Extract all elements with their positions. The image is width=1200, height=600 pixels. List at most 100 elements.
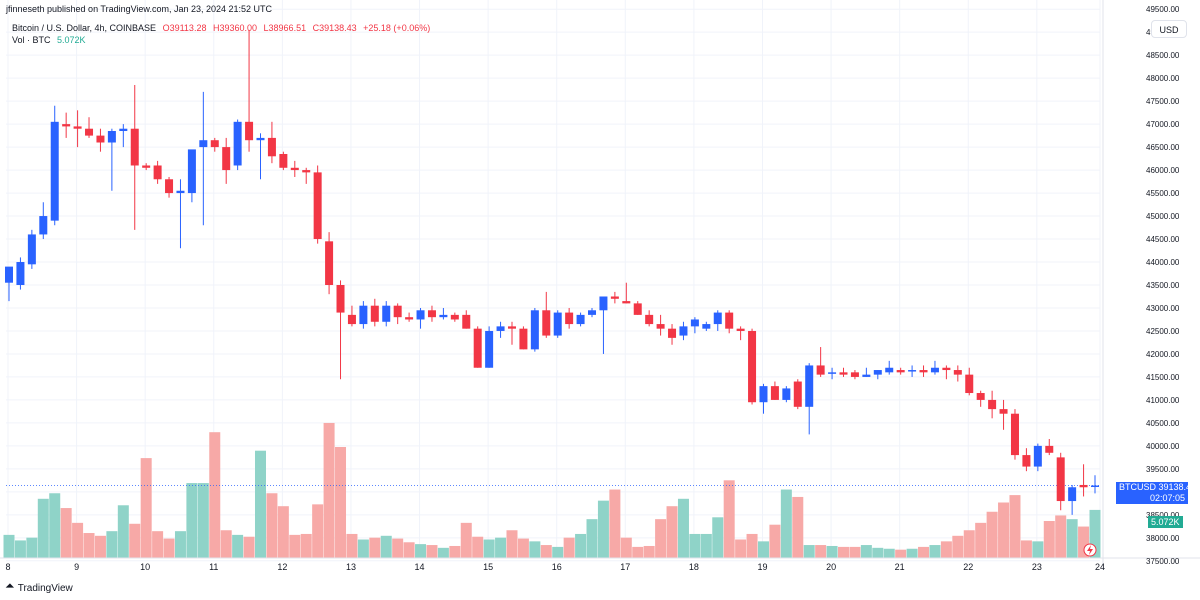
volume-bar [335, 447, 347, 558]
close-value: C39138.43 [312, 23, 357, 33]
candle [347, 305, 356, 327]
volume-bar [815, 545, 827, 558]
x-tick-label: 19 [757, 562, 767, 572]
candle [130, 85, 139, 230]
volume-bar [597, 500, 609, 558]
y-tick-label: 47000.00 [1146, 120, 1180, 129]
volume-bar [460, 522, 472, 558]
candle-body [245, 121, 254, 141]
candle-body [302, 170, 311, 173]
candle [245, 29, 254, 152]
candle-body [576, 314, 585, 325]
candle [770, 381, 779, 400]
symbol-title[interactable]: Bitcoin / U.S. Dollar, 4h, COINBASE [12, 23, 157, 33]
volume-bar [952, 535, 964, 558]
candle [359, 301, 368, 329]
candle-body [519, 328, 528, 350]
candle-body [1091, 485, 1099, 488]
volume-bar [1009, 495, 1021, 558]
volume-value: 5.072K [57, 35, 86, 45]
footer-brand-name: TradingView [17, 583, 73, 594]
volume-bar [586, 519, 598, 558]
volume-bar [792, 496, 804, 558]
y-tick-label: 47500.00 [1146, 97, 1180, 106]
volume-bar [860, 545, 872, 558]
candle [1068, 484, 1077, 515]
candle-body [347, 314, 356, 325]
candle-body [473, 328, 482, 368]
volume-bar [220, 530, 232, 558]
candle-body [290, 167, 299, 171]
volume-bar [289, 534, 301, 558]
time-axis[interactable]: 8 9 10 11 12 13 14 15 16 17 18 19 20 21 22 23 24 [5, 562, 1105, 572]
price-tag-symbol: BTCUSD [1119, 482, 1157, 492]
y-tick-label: 37500.00 [1146, 557, 1180, 566]
candle-body [107, 131, 116, 143]
volume-bar [620, 537, 632, 558]
footer-brand[interactable]: 🞁 TradingView [6, 582, 73, 595]
candle-body [1045, 445, 1054, 453]
price-tag-countdown: 02:07:05 [1149, 493, 1185, 503]
volume-bar [529, 541, 541, 558]
candle [39, 202, 48, 240]
volume-bar [3, 534, 15, 558]
candle [107, 128, 116, 191]
x-tick-label: 9 [74, 562, 79, 572]
candle [313, 165, 322, 244]
publisher-credit: jfinneseth published on TradingView.com,… [6, 4, 273, 14]
candle [1010, 409, 1019, 460]
candle-body [1068, 487, 1077, 502]
candle [736, 326, 745, 341]
volume-bar [757, 541, 769, 558]
candle [439, 307, 448, 320]
volume-bar [689, 533, 701, 558]
x-tick-label: 12 [277, 562, 287, 572]
volume-bars [3, 422, 1101, 558]
y-tick-label: 41000.00 [1146, 396, 1180, 405]
price-axis[interactable]: 37500.0038000.0038500.0039000.0039500.00… [1146, 5, 1180, 566]
candle [450, 312, 459, 322]
candle [988, 390, 997, 419]
candle [393, 303, 402, 325]
volume-bar [986, 511, 998, 558]
volume-bar [415, 544, 427, 558]
volume-bar [186, 483, 198, 558]
volume-bar [403, 542, 415, 558]
volume-bar [300, 533, 312, 558]
volume-bar [117, 505, 129, 558]
volume-bar [700, 533, 712, 558]
currency-button[interactable]: USD [1151, 20, 1187, 38]
y-tick-label: 38500.00 [1146, 511, 1180, 520]
volume-bar [998, 502, 1010, 558]
lightning-icon[interactable] [1083, 543, 1097, 557]
candle-body [130, 128, 139, 166]
volume-bar [437, 547, 449, 558]
candle-body [828, 372, 837, 374]
y-tick-label: 42500.00 [1146, 327, 1180, 336]
candle [873, 370, 882, 380]
candle-body [73, 126, 82, 129]
candle-body [1022, 455, 1031, 467]
chart-grid [6, 0, 1101, 562]
volume-bar [1078, 526, 1090, 558]
y-tick-label: 49500.00 [1146, 5, 1180, 14]
candle [850, 370, 859, 380]
volume-bar [483, 539, 495, 558]
volume-legend: Vol · BTC 5.072K [12, 35, 86, 45]
volume-bar [152, 531, 164, 558]
candle [1022, 448, 1031, 472]
x-tick-label: 14 [415, 562, 425, 572]
volume-label[interactable]: Vol · BTC [12, 35, 51, 45]
candle-body [462, 314, 471, 329]
volume-bar [940, 541, 952, 558]
candle [610, 291, 619, 304]
y-tick-label: 45000.00 [1146, 212, 1180, 221]
candle [896, 367, 905, 375]
candle-body [39, 216, 48, 235]
candle [142, 163, 151, 171]
candle-body [1010, 413, 1019, 456]
x-tick-label: 24 [1095, 562, 1105, 572]
candle [816, 347, 825, 377]
candle [999, 399, 1008, 430]
